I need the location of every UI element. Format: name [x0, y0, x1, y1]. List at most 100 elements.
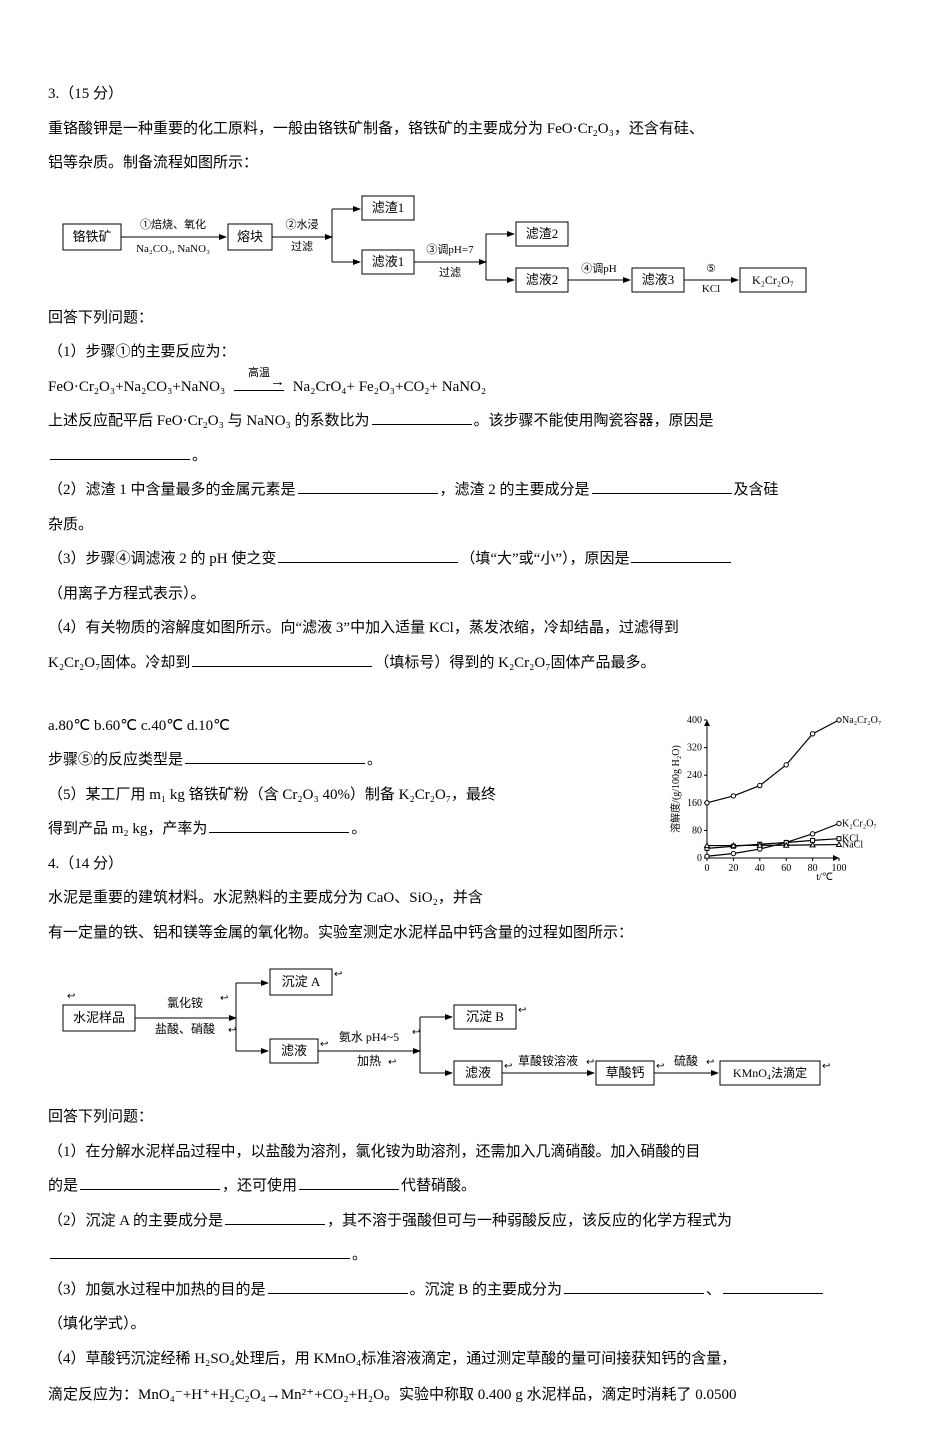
svg-text:400: 400: [687, 715, 702, 726]
sym-icon: ↩: [412, 1027, 420, 1038]
step-label: 过滤: [439, 266, 461, 279]
blank: [278, 547, 458, 564]
node: 草酸钙: [605, 1065, 644, 1080]
step-label: ④调pH: [581, 262, 616, 275]
node: 沉淀 A: [282, 974, 321, 989]
text: 代替硝酸。: [401, 1178, 476, 1194]
text: 的是: [48, 1178, 78, 1194]
text: 。: [352, 1247, 367, 1263]
step-sub: Na₂CO₃, NaNO₃: [136, 243, 210, 255]
text: 步骤⑤的反应类型是: [48, 752, 183, 768]
text: （填“大”或“小”），原因是: [460, 551, 629, 567]
sym-icon: ↩: [220, 993, 228, 1004]
step-label: 过滤: [291, 240, 313, 253]
q3-p1a: （1）步骤①的主要反应为：: [48, 338, 897, 367]
q4-p4eq: 滴定反应为：MnO₄⁻+H⁺+H₂C₂O₄→Mn²⁺+CO₂+H₂O。实验中称取…: [48, 1381, 897, 1410]
blank: [80, 1174, 220, 1191]
blank: [299, 1174, 399, 1191]
q4-flowchart: 水泥样品 ↩ 氯化铵 ↩ 盐酸、硝酸 ↩ 沉淀 A ↩ 滤液 ↩ 氨水 pH4~…: [58, 953, 838, 1093]
text: 得到产品 m₂ kg，产率为: [48, 821, 207, 837]
blank: [298, 478, 438, 495]
sym-icon: ↩: [388, 1057, 396, 1068]
node: 熔块: [237, 229, 263, 244]
q3-equation: FeO·Cr₂O₃+Na₂CO₃+NaNO₃ 高温 → Na₂CrO₄+ Fe₂…: [48, 373, 897, 402]
sym-icon: ↩: [334, 969, 342, 980]
sym-icon: ↩: [504, 1061, 512, 1072]
text: 。: [367, 752, 382, 768]
q4-answer-head: 回答下列问题：: [48, 1103, 897, 1132]
reagent: 氨水 pH4~5: [339, 1030, 399, 1044]
reagent: 硫酸: [674, 1053, 698, 1068]
blank: [192, 650, 372, 667]
q4-p3-line: （3）加氨水过程中加热的目的是 。沉淀 B 的主要成分为 、: [48, 1276, 897, 1305]
text: 、: [706, 1282, 721, 1298]
text: （3）加氨水过程中加热的目的是: [48, 1282, 266, 1298]
node: 滤渣1: [372, 200, 405, 215]
text: K₂Cr₂O₇固体。冷却到: [48, 655, 190, 671]
text: 上述反应配平后 FeO·Cr₂O₃ 与 NaNO₃ 的系数比为: [48, 413, 370, 429]
svg-text:320: 320: [687, 742, 702, 753]
svg-text:60: 60: [781, 863, 791, 874]
blank: [564, 1277, 704, 1294]
text: ，还可使用: [222, 1178, 297, 1194]
text: （2）沉淀 A 的主要成分是: [48, 1213, 223, 1229]
step-label: ⑤: [706, 263, 716, 275]
svg-text:240: 240: [687, 770, 702, 781]
blank: [50, 443, 190, 460]
q4-p2c-line: 。: [48, 1241, 897, 1270]
q4-p3d: （填化学式）。: [48, 1310, 897, 1339]
svg-text:40: 40: [755, 863, 765, 874]
text: 。: [351, 821, 366, 837]
step-label: ②水浸: [286, 218, 319, 231]
blank: [225, 1208, 325, 1225]
reagent: 氯化铵: [167, 995, 203, 1010]
sym-icon: ↩: [67, 991, 75, 1002]
reagent: 加热: [357, 1054, 381, 1068]
svg-text:80: 80: [692, 825, 702, 836]
svg-text:NaCl: NaCl: [842, 839, 863, 850]
node: 铬铁矿: [72, 229, 111, 244]
node: 滤液3: [642, 272, 675, 287]
node: K₂Cr₂O₇: [752, 273, 794, 287]
node: 滤渣2: [526, 226, 559, 241]
q3-p2d: 杂质。: [48, 511, 897, 540]
blank: [50, 1243, 350, 1260]
node: 水泥样品: [73, 1010, 125, 1025]
q3-answer-head: 回答下列问题：: [48, 304, 897, 333]
svg-text:160: 160: [687, 797, 702, 808]
q4-intro-2: 有一定量的铁、铝和镁等金属的氧化物。实验室测定水泥样品中钙含量的过程如图所示：: [48, 919, 897, 948]
sym-icon: ↩: [228, 1025, 236, 1036]
svg-text:溶解度/(g/100g H₂O): 溶解度/(g/100g H₂O): [669, 745, 682, 833]
step-label: ①焙烧、氧化: [140, 217, 206, 231]
svg-text:Na₂Cr₂O₇: Na₂Cr₂O₇: [842, 715, 881, 726]
q3-p1b-line: 上述反应配平后 FeO·Cr₂O₃ 与 NaNO₃ 的系数比为 。该步骤不能使用陶…: [48, 407, 897, 436]
node: 滤液1: [372, 254, 405, 269]
blank: [592, 478, 732, 495]
q3-flowchart: 铬铁矿 ①焙烧、氧化 Na₂CO₃, NaNO₃ 熔块 ②水浸 过滤 滤渣1 滤…: [58, 184, 818, 294]
eq-right: Na₂CrO₄+ Fe₂O₃+CO₂+ NaNO₂: [293, 379, 486, 395]
q4-p2-line: （2）沉淀 A 的主要成分是，其不溶于强酸但可与一种弱酸反应，该反应的化学方程式…: [48, 1207, 897, 1236]
text: 。沉淀 B 的主要成分为: [410, 1282, 563, 1298]
q4-p1b-line: 的是 ，还可使用 代替硝酸。: [48, 1172, 897, 1201]
q3-intro-1: 重铬酸钾是一种重要的化工原料，一般由铬铁矿制备，铬铁矿的主要成分为 FeO·Cr…: [48, 115, 897, 144]
reagent: 盐酸、硝酸: [155, 1021, 215, 1036]
text: 。该步骤不能使用陶瓷容器，原因是: [474, 413, 714, 429]
sym-icon: ↩: [706, 1057, 714, 1068]
node: KMnO₄法滴定: [733, 1065, 807, 1080]
text: （2）滤渣 1 中含量最多的金属元素是: [48, 482, 296, 498]
svg-text:0: 0: [705, 863, 710, 874]
text: 。: [192, 448, 207, 464]
svg-text:K₂Cr₂O₇: K₂Cr₂O₇: [842, 818, 877, 829]
q3-p4a: （4）有关物质的溶解度如图所示。向“滤液 3”中加入适量 KCl，蒸发浓缩，冷却…: [48, 614, 897, 643]
svg-text:20: 20: [728, 863, 738, 874]
q3-p2-line: （2）滤渣 1 中含量最多的金属元素是，滤渣 2 的主要成分是及含硅: [48, 476, 897, 505]
blank: [185, 748, 365, 765]
svg-text:t/℃: t/℃: [816, 872, 833, 882]
eq-left: FeO·Cr₂O₃+Na₂CO₃+NaNO₃: [48, 379, 225, 395]
blank: [268, 1277, 408, 1294]
blank: [372, 409, 472, 426]
reagent: 草酸铵溶液: [518, 1053, 578, 1068]
text: （3）步骤④调滤液 2 的 pH 使之变: [48, 551, 276, 567]
node: 沉淀 B: [466, 1009, 504, 1024]
q3-p4b-line: K₂Cr₂O₇固体。冷却到（填标号）得到的 K₂Cr₂O₇固体产品最多。: [48, 649, 897, 678]
